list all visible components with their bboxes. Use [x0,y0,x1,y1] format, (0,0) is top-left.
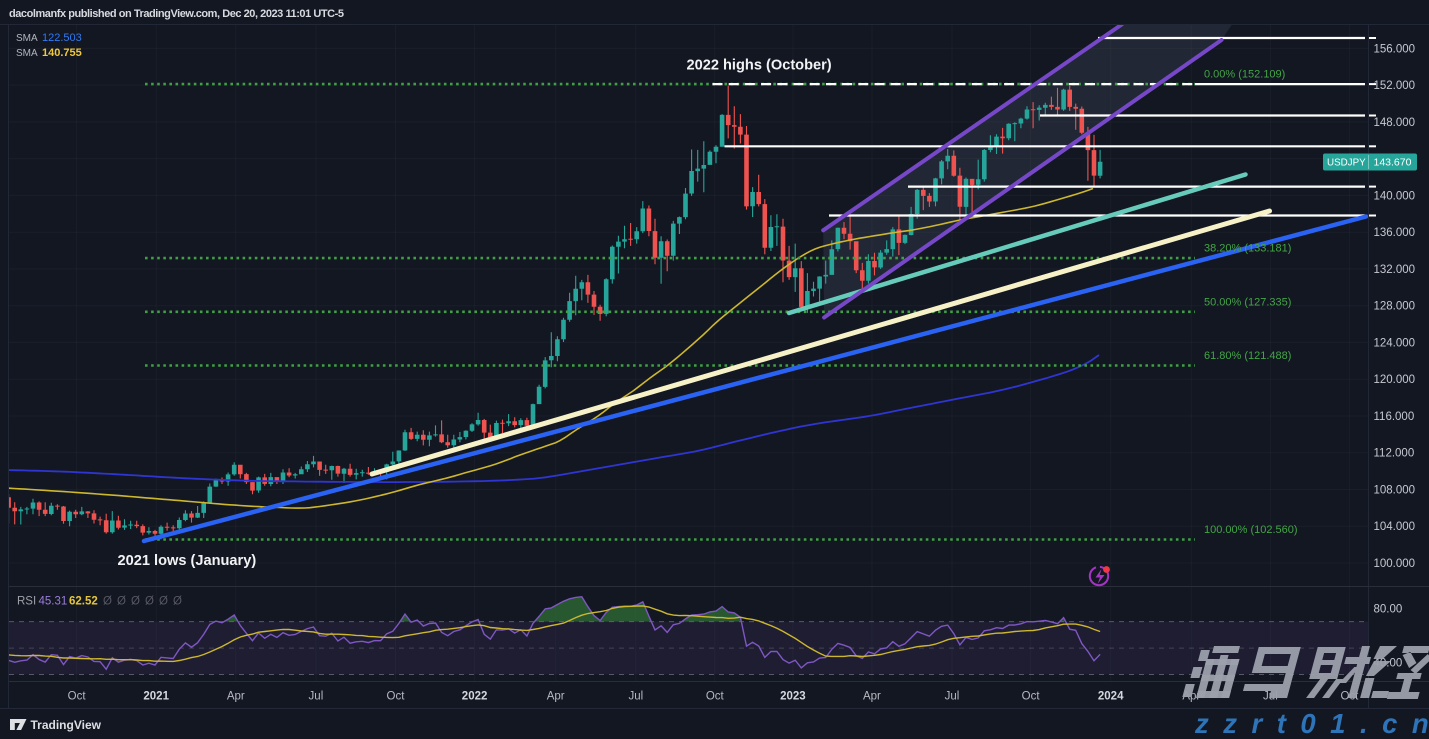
svg-text:2022 highs (October): 2022 highs (October) [687,58,832,74]
svg-text:50.00% (127.335): 50.00% (127.335) [1204,296,1291,308]
svg-text:38.20% (133.181): 38.20% (133.181) [1204,243,1291,255]
svg-text:152.000: 152.000 [1374,80,1416,92]
svg-text:2024: 2024 [1098,691,1124,703]
svg-text:80.00: 80.00 [1374,603,1403,615]
svg-text:Ø: Ø [145,596,154,608]
svg-text:2021: 2021 [143,691,169,703]
svg-text:Oct: Oct [706,691,725,703]
svg-text:124.000: 124.000 [1374,337,1416,349]
svg-text:148.000: 148.000 [1374,117,1416,129]
svg-text:112.000: 112.000 [1374,448,1415,460]
svg-text:140.755: 140.755 [42,47,82,59]
svg-text:2022: 2022 [462,691,488,703]
svg-text:Apr: Apr [863,691,881,703]
svg-text:140.000: 140.000 [1374,190,1416,202]
svg-text:116.000: 116.000 [1374,411,1415,423]
svg-text:Oct: Oct [68,691,87,703]
svg-text:45.31: 45.31 [39,596,68,608]
svg-text:156.000: 156.000 [1374,43,1416,55]
svg-text:Apr: Apr [547,691,565,703]
svg-text:122.503: 122.503 [42,32,82,44]
svg-text:RSI: RSI [17,596,36,608]
svg-text:Ø: Ø [103,596,112,608]
svg-text:Ø: Ø [117,596,126,608]
svg-text:Ø: Ø [159,596,168,608]
svg-text:USDJPY: USDJPY [1327,158,1366,169]
svg-text:0.00% (152.109): 0.00% (152.109) [1204,69,1285,81]
svg-text:2023: 2023 [780,691,806,703]
svg-text:Jul: Jul [628,691,643,703]
svg-text:Oct: Oct [387,691,406,703]
svg-text:61.80% (121.488): 61.80% (121.488) [1204,350,1291,362]
svg-text:Jul: Jul [945,691,960,703]
svg-text:120.000: 120.000 [1374,374,1416,386]
svg-text:2021 lows (January): 2021 lows (January) [118,553,257,569]
svg-text:128.000: 128.000 [1374,301,1416,313]
svg-text:zzrt01.cn: zzrt01.cn [1194,708,1429,739]
svg-text:Jul: Jul [309,691,324,703]
svg-text:SMA: SMA [16,48,38,59]
svg-text:Ø: Ø [131,596,140,608]
svg-text:132.000: 132.000 [1374,264,1416,276]
svg-text:100.000: 100.000 [1374,558,1416,570]
svg-text:108.000: 108.000 [1374,485,1416,497]
svg-text:143.670: 143.670 [1374,157,1412,169]
svg-text:136.000: 136.000 [1374,227,1416,239]
svg-text:100.00% (102.560): 100.00% (102.560) [1204,524,1298,536]
svg-text:dacolmanfx published on Tradin: dacolmanfx published on TradingView.com,… [9,8,344,20]
svg-text:SMA: SMA [16,33,38,44]
svg-text:Ø: Ø [173,596,182,608]
svg-text:104.000: 104.000 [1374,521,1416,533]
svg-text:TradingView: TradingView [31,718,102,732]
svg-text:Oct: Oct [1022,691,1041,703]
svg-text:62.52: 62.52 [69,596,98,608]
svg-text:Apr: Apr [227,691,245,703]
